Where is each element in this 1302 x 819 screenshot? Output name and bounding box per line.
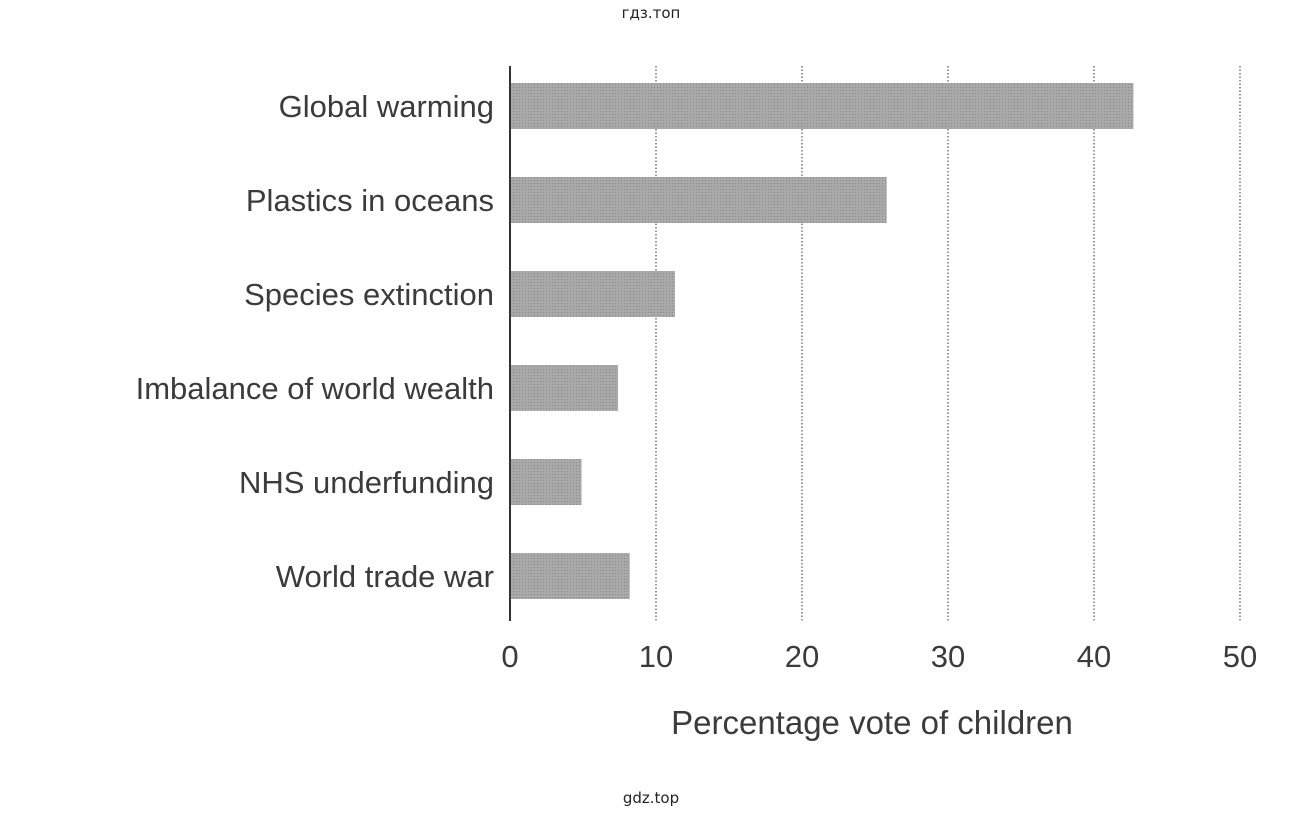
x-tick-label-10: 10 <box>639 639 673 674</box>
watermark-bottom: gdz.top <box>622 789 680 807</box>
x-axis-title: Percentage vote of children <box>671 704 1073 741</box>
x-tick-label-40: 40 <box>1077 639 1111 674</box>
category-label-species-extinction: Species extinction <box>244 277 494 312</box>
category-label-global-warming: Global warming <box>279 89 494 124</box>
category-label-plastics-in-oceans: Plastics in oceans <box>246 183 494 218</box>
bar-imbalance-of-world-wealth <box>510 365 619 411</box>
x-tick-labels: 0 10 20 30 40 50 <box>501 639 1257 674</box>
x-tick-label-30: 30 <box>931 639 965 674</box>
bar-nhs-underfunding <box>510 459 582 505</box>
bars <box>510 83 1134 599</box>
category-label-world-trade-war: World trade war <box>276 559 494 594</box>
watermark-top: гдз.топ <box>621 4 681 22</box>
bar-plastics-in-oceans <box>510 177 887 223</box>
bar-species-extinction <box>510 271 675 317</box>
category-labels: Global warming Plastics in oceans Species … <box>136 89 494 594</box>
x-tick-label-20: 20 <box>785 639 819 674</box>
bar-global-warming <box>510 83 1134 129</box>
x-tick-label-50: 50 <box>1223 639 1257 674</box>
grid-lines <box>655 66 1241 621</box>
category-label-imbalance-of-world-wealth: Imbalance of world wealth <box>136 371 494 406</box>
category-label-nhs-underfunding: NHS underfunding <box>239 465 494 500</box>
bar-world-trade-war <box>510 553 630 599</box>
x-tick-label-0: 0 <box>501 639 518 674</box>
